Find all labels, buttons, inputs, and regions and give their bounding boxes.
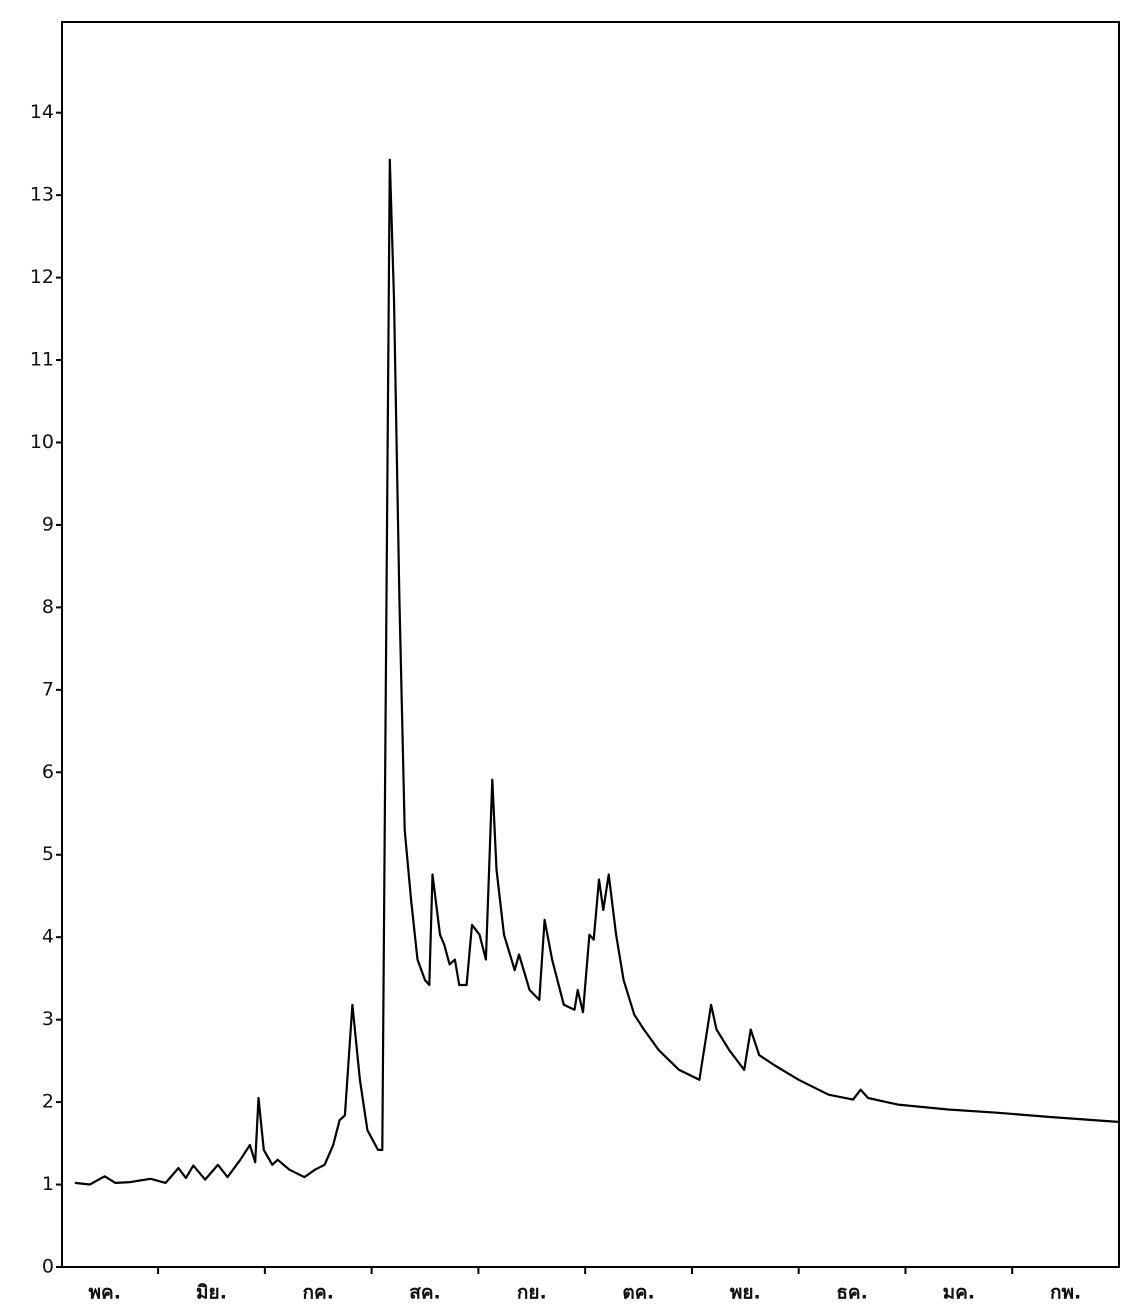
y-tick-label: 4 bbox=[42, 926, 54, 948]
data-line bbox=[75, 160, 1118, 1185]
y-tick-label: 5 bbox=[42, 843, 54, 865]
y-tick-label: 14 bbox=[30, 101, 54, 123]
x-tick-label: พย. bbox=[730, 1282, 761, 1304]
y-tick-label: 2 bbox=[42, 1091, 54, 1113]
x-tick-label: กพ. bbox=[1050, 1282, 1081, 1304]
x-tick-label: มค. bbox=[943, 1282, 975, 1304]
y-tick-label: 6 bbox=[42, 761, 54, 783]
y-tick-label: 12 bbox=[30, 266, 54, 288]
x-tick-label: สค. bbox=[409, 1282, 441, 1304]
x-tick-label: กค. bbox=[303, 1282, 334, 1304]
x-tick-label: มิย. bbox=[196, 1282, 227, 1304]
chart: 01234567891011121314พค.มิย.กค.สค.กย.ตค.พ… bbox=[0, 0, 1121, 1306]
y-tick-label: 11 bbox=[30, 349, 54, 371]
x-tick-label: ตค. bbox=[622, 1282, 654, 1304]
y-tick-label: 0 bbox=[42, 1256, 54, 1278]
y-tick-label: 10 bbox=[30, 431, 54, 453]
y-tick-label: 8 bbox=[42, 596, 54, 618]
page: {"chart_data": {"type": "line", "categor… bbox=[0, 0, 1121, 1306]
plot-frame bbox=[62, 22, 1119, 1267]
x-tick-label: ธค. bbox=[836, 1282, 868, 1304]
y-tick-label: 13 bbox=[30, 184, 54, 206]
y-tick-label: 1 bbox=[42, 1173, 54, 1195]
y-tick-label: 3 bbox=[42, 1008, 54, 1030]
x-tick-label: พค. bbox=[88, 1282, 120, 1304]
x-tick-label: กย. bbox=[517, 1282, 547, 1304]
y-tick-label: 7 bbox=[42, 678, 54, 700]
y-tick-label: 9 bbox=[42, 513, 54, 535]
